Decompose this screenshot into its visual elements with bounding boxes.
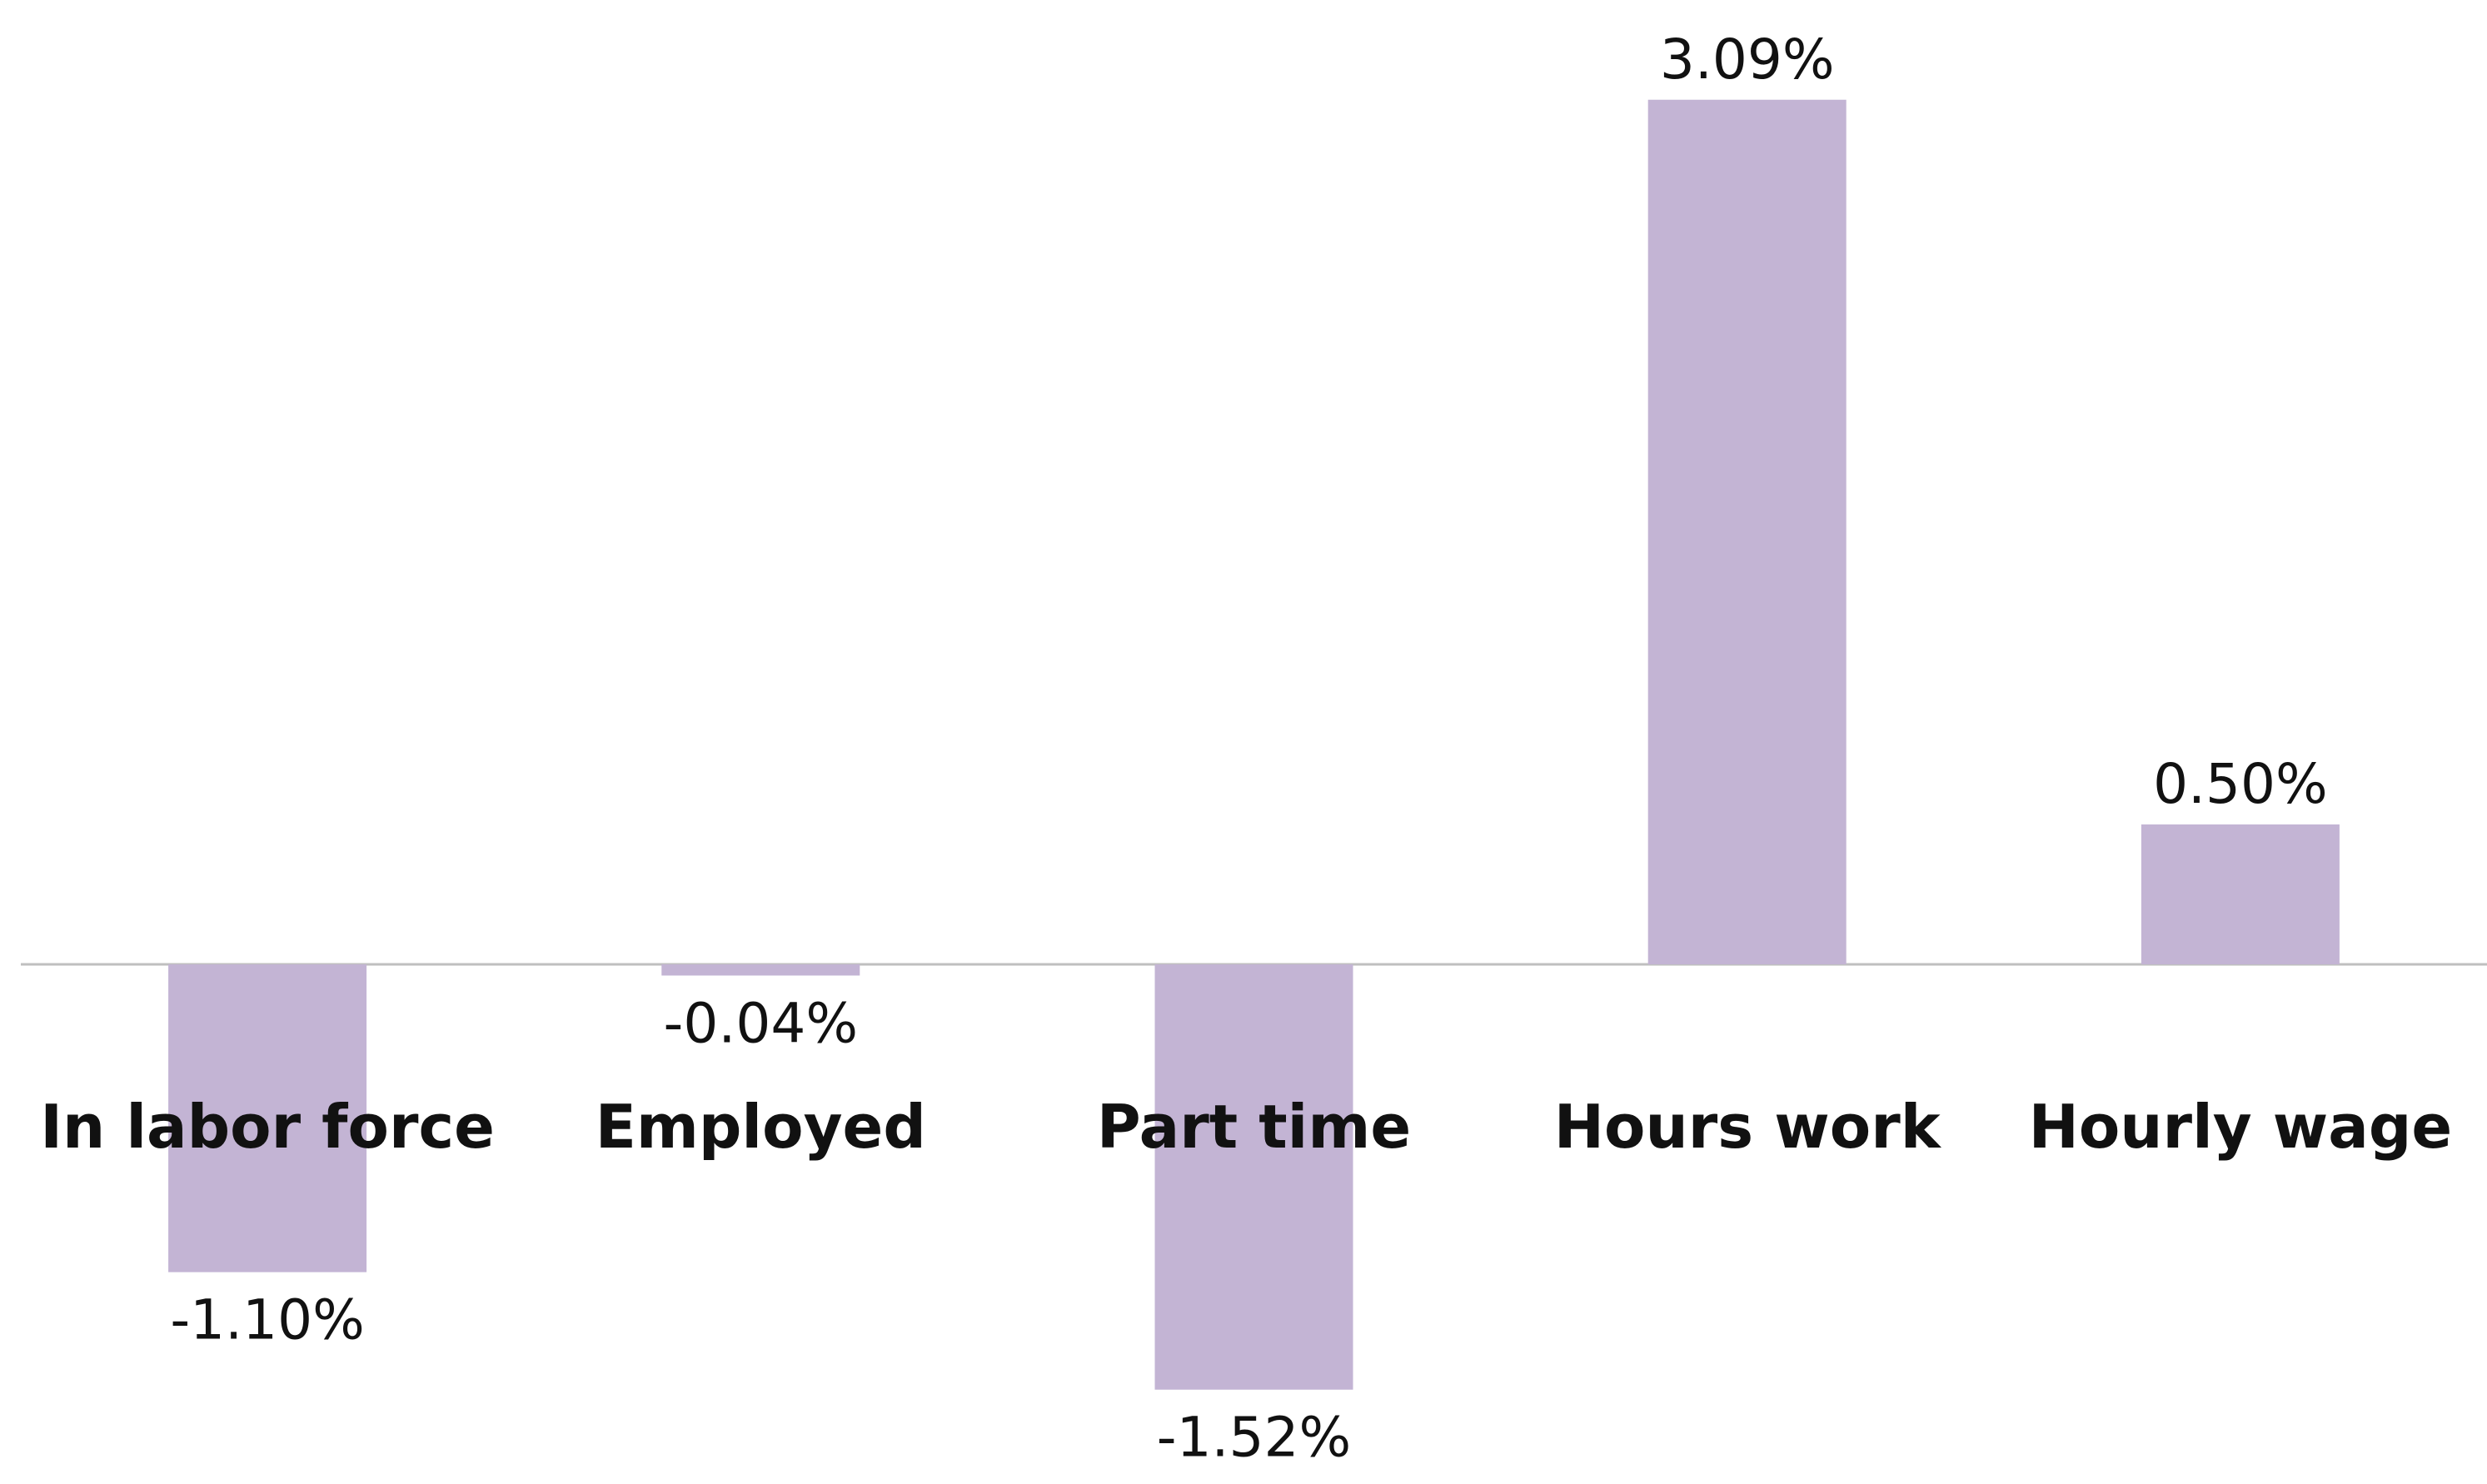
data-label-hourly-wage: 0.50% [2153,752,2328,816]
category-label-part-time: Part time [1097,1092,1411,1162]
bar-part-time [1154,964,1353,1390]
bar-in-labor-force [168,964,367,1272]
category-label-hours-work: Hours work [1554,1092,1942,1162]
bar-hourly-wage [2141,824,2340,964]
data-label-part-time: -1.52% [1157,1406,1351,1470]
bar-employed [661,964,860,976]
data-label-hours-work: 3.09% [1660,27,1835,92]
data-label-in-labor-force: -1.10% [170,1288,364,1352]
data-label-employed: -0.04% [664,991,858,1055]
category-label-in-labor-force: In labor force [40,1092,495,1162]
category-label-employed: Employed [596,1092,926,1162]
bars [168,99,2340,1390]
category-label-hourly-wage: Hourly wage [2029,1092,2453,1162]
value-labels: -1.10% -0.04% -1.52% 3.09% 0.50% [170,27,2327,1470]
category-labels: In labor force Employed Part time Hours wor… [40,1092,2452,1162]
bar-hours-work [1647,99,1847,964]
